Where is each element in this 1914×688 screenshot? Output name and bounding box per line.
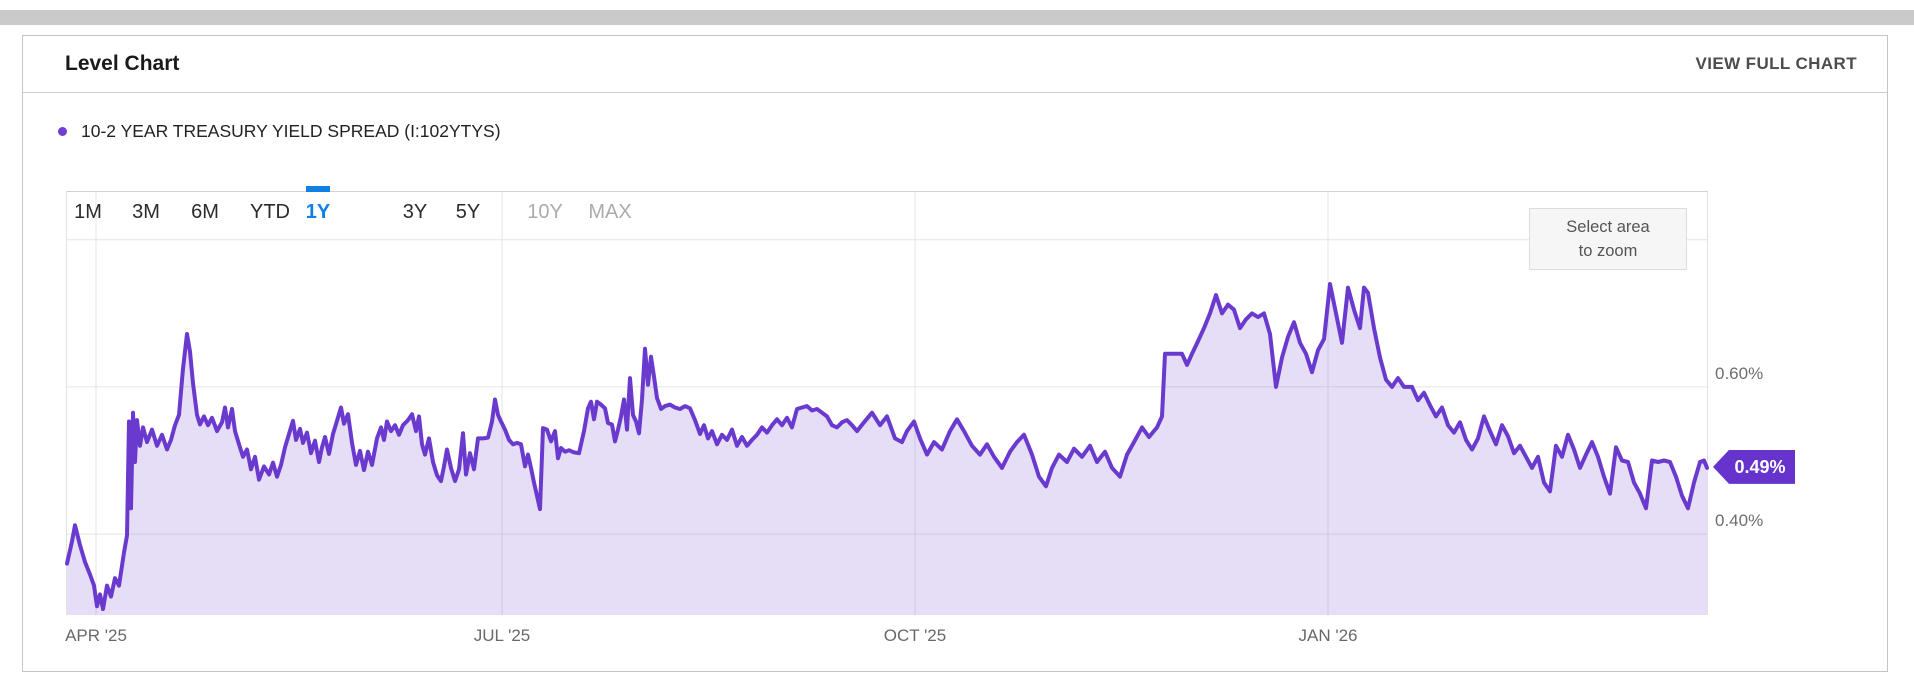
chart-plot-area[interactable]: 1M 3M 6M YTD 1Y 3Y 5Y 10Y MAX APR '25 JUL '25 OCT … [65, 186, 1709, 645]
range-button-ytd[interactable]: YTD [250, 201, 290, 223]
zoom-hint-line2: to zoom [1578, 241, 1638, 260]
range-button-5y[interactable]: 5Y [455, 201, 481, 223]
x-tick-label: JUL '25 [473, 626, 531, 645]
y-tick-label: 0.40% [1715, 511, 1764, 531]
zoom-hint-line1: Select area [1566, 218, 1650, 236]
card-header: Level Chart VIEW FULL CHART [23, 36, 1887, 93]
select-area-to-zoom-hint: Select area to zoom [1529, 208, 1687, 270]
current-value-badge: 0.49% [1713, 449, 1795, 484]
range-button-6m[interactable]: 6M [191, 201, 219, 223]
level-chart-canvas[interactable] [65, 192, 1709, 615]
range-button-max: MAX [588, 201, 632, 223]
page-top-strip [0, 10, 1914, 25]
range-button-3m[interactable]: 3M [132, 201, 160, 223]
y-tick-label: 0.60% [1715, 363, 1764, 383]
view-full-chart-link[interactable]: VIEW FULL CHART [1695, 54, 1857, 73]
series-legend: 10-2 YEAR TREASURY YIELD SPREAD (I:102YT… [58, 121, 501, 142]
series-area-fill [67, 284, 1707, 615]
range-selector: 1M 3M 6M YTD 1Y 3Y 5Y 10Y MAX [67, 186, 1707, 238]
series-line [65, 282, 1709, 612]
range-button-1y[interactable]: 1Y [305, 201, 331, 223]
series-label: 10-2 YEAR TREASURY YIELD SPREAD (I:102YT… [81, 121, 501, 141]
range-button-3y[interactable]: 3Y [402, 201, 428, 223]
x-tick-label: APR '25 [65, 626, 127, 645]
range-button-10y: 10Y [527, 201, 563, 223]
series-dot-icon [58, 127, 67, 136]
level-chart-card: Level Chart VIEW FULL CHART 10-2 YEAR TR… [22, 35, 1888, 672]
x-tick-label: JAN '26 [1298, 626, 1358, 645]
page-title: Level Chart [65, 52, 180, 75]
x-tick-label: OCT '25 [883, 626, 947, 645]
selected-range-indicator [306, 186, 330, 192]
range-button-1m[interactable]: 1M [74, 201, 102, 223]
